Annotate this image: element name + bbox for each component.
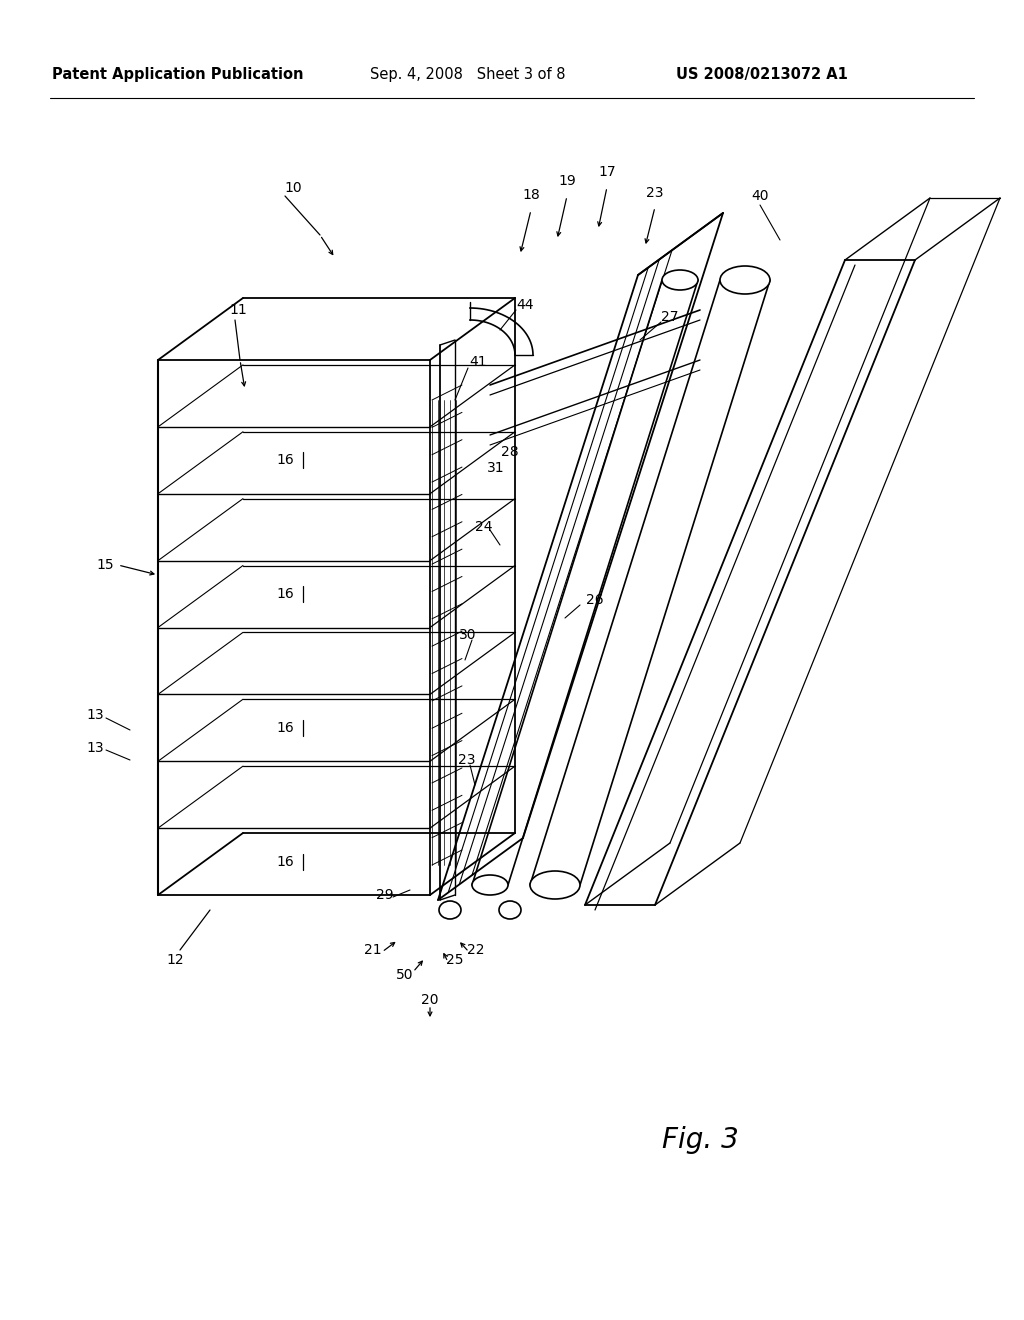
Text: 23: 23 [459, 752, 476, 767]
Ellipse shape [472, 875, 508, 895]
Text: 13: 13 [86, 741, 103, 755]
Text: US 2008/0213072 A1: US 2008/0213072 A1 [676, 67, 848, 82]
Text: 10: 10 [285, 181, 302, 195]
Text: Sep. 4, 2008   Sheet 3 of 8: Sep. 4, 2008 Sheet 3 of 8 [371, 67, 565, 82]
Ellipse shape [499, 902, 521, 919]
Text: Fig. 3: Fig. 3 [662, 1126, 738, 1154]
Text: 22: 22 [467, 942, 484, 957]
Text: 24: 24 [475, 520, 493, 535]
Text: 23: 23 [646, 186, 664, 201]
Text: 25: 25 [446, 953, 464, 968]
Text: 15: 15 [96, 558, 114, 572]
Text: 16: 16 [276, 453, 294, 467]
Text: 27: 27 [662, 310, 679, 323]
Text: 50: 50 [396, 968, 414, 982]
Text: 13: 13 [86, 708, 103, 722]
Text: 21: 21 [365, 942, 382, 957]
Text: 19: 19 [558, 174, 575, 187]
Text: 16: 16 [276, 721, 294, 735]
Text: Patent Application Publication: Patent Application Publication [52, 67, 304, 82]
Text: 16: 16 [276, 587, 294, 601]
Text: 29: 29 [376, 888, 394, 902]
Text: 26: 26 [586, 593, 604, 607]
Text: 20: 20 [421, 993, 438, 1007]
Text: 17: 17 [598, 165, 615, 180]
Text: 31: 31 [487, 461, 505, 475]
Text: 11: 11 [229, 304, 247, 317]
Text: 41: 41 [469, 355, 486, 370]
Text: 16: 16 [276, 854, 294, 869]
Text: 30: 30 [459, 628, 477, 642]
Text: 18: 18 [522, 187, 540, 202]
Ellipse shape [530, 871, 580, 899]
Text: 12: 12 [166, 953, 184, 968]
Ellipse shape [439, 902, 461, 919]
Text: 40: 40 [752, 189, 769, 203]
Ellipse shape [720, 267, 770, 294]
Ellipse shape [662, 271, 698, 290]
Text: 44: 44 [516, 298, 534, 312]
Text: 28: 28 [501, 445, 519, 459]
